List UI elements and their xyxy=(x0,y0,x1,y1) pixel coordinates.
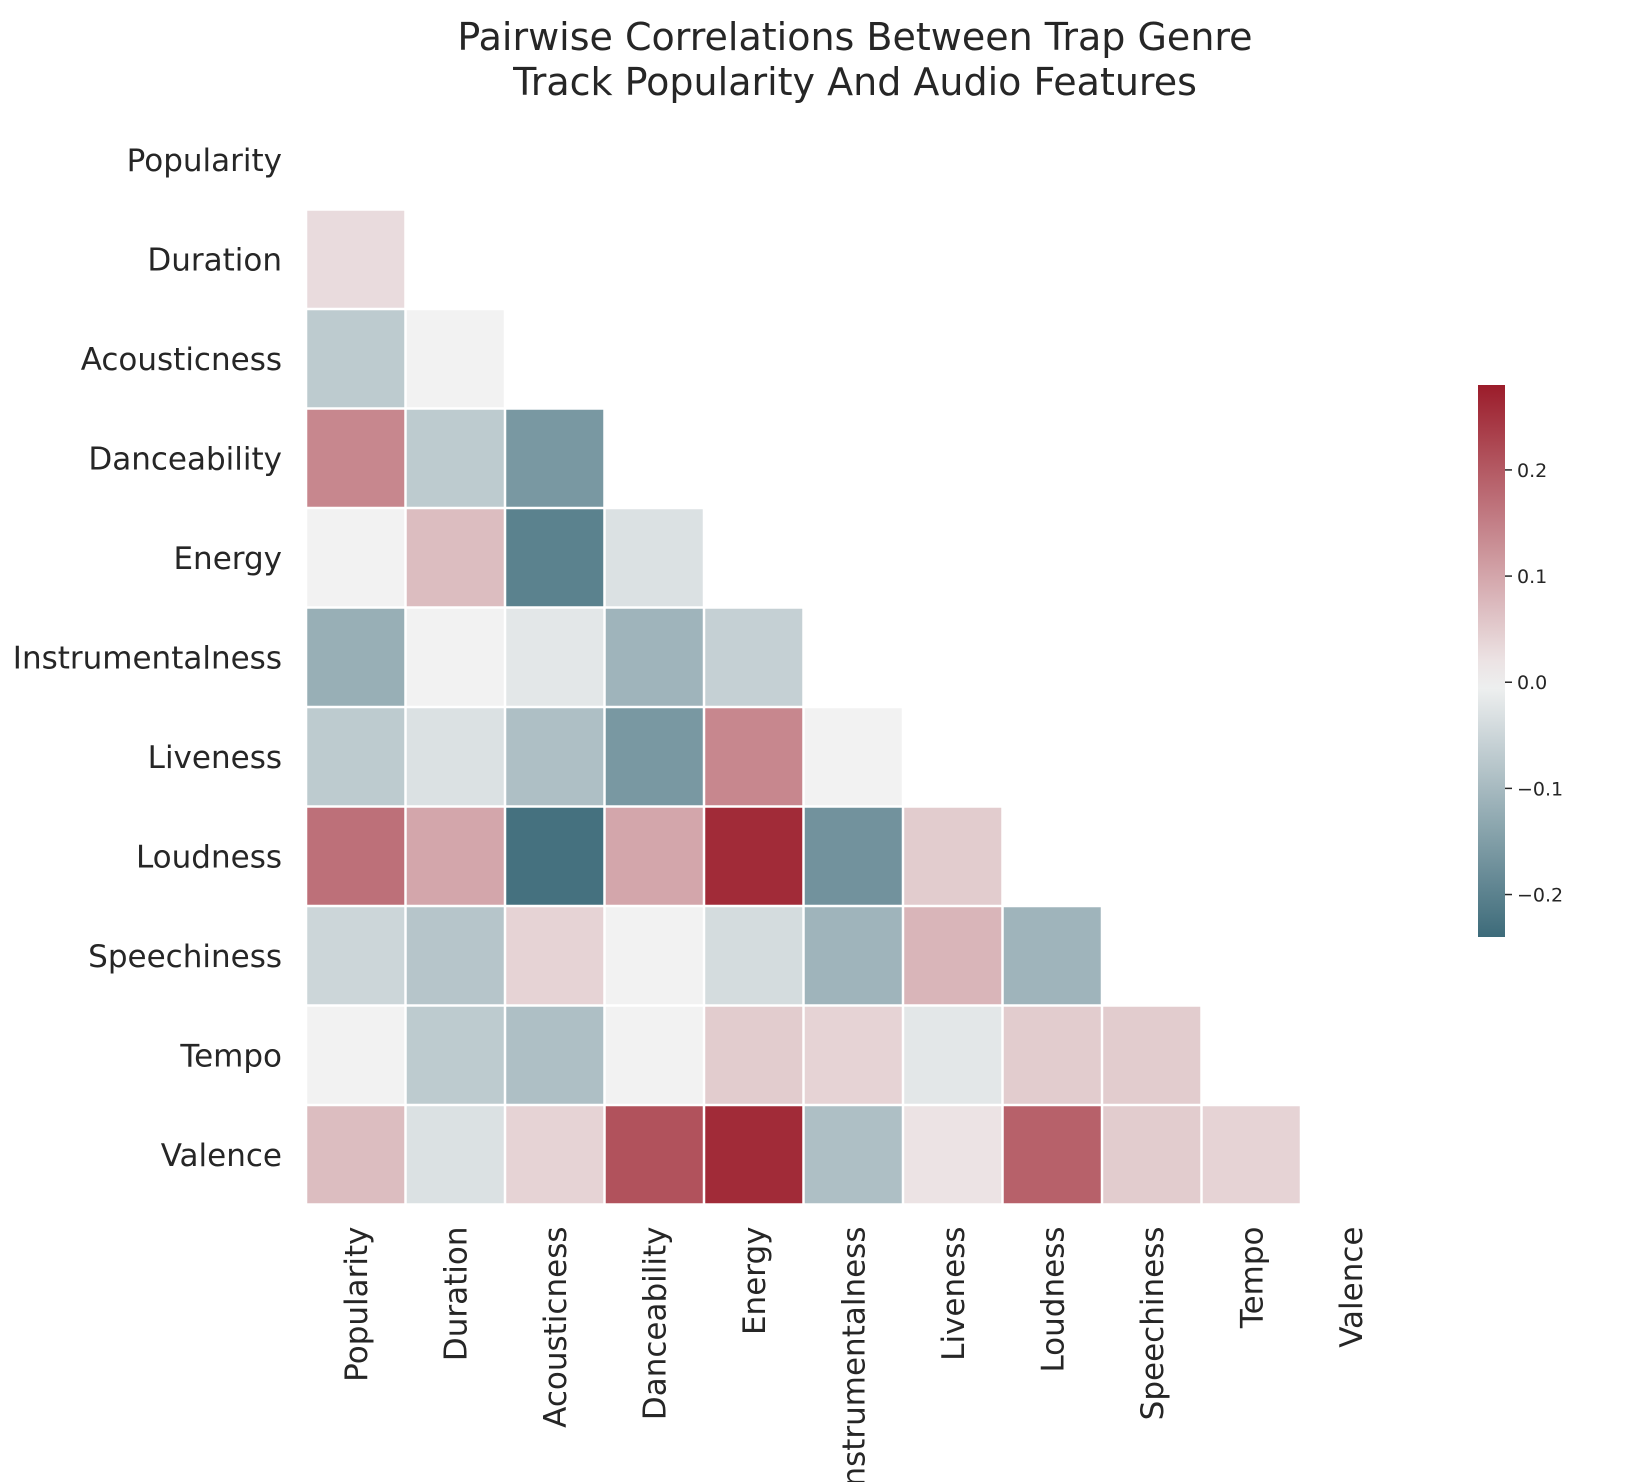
x-tick-labels: Popularity Duration Acousticness Danceabili… xyxy=(339,1227,1370,1482)
colorbar-tick-label: 0.1 xyxy=(1517,566,1547,588)
heatmap-cell-danceability-acousticness xyxy=(506,409,604,507)
heatmap-cell-valence-loudness xyxy=(1003,1106,1101,1204)
colorbar-tick-label: 0.2 xyxy=(1517,460,1547,482)
x-tick-label-speechiness: Speechiness xyxy=(1135,1227,1171,1421)
heatmap-cell-valence-energy xyxy=(705,1106,803,1204)
x-tick-label-loudness: Loudness xyxy=(1035,1227,1071,1373)
chart-title-line-1: Pairwise Correlations Between Trap Genre xyxy=(457,15,1252,59)
heatmap-cell-valence-tempo xyxy=(1202,1106,1300,1204)
heatmap-cell-valence-liveness xyxy=(904,1106,1002,1204)
heatmap-cell-instrumentalness-duration xyxy=(406,608,504,706)
heatmap-cell-tempo-danceability xyxy=(605,1006,703,1104)
heatmap-cell-speechiness-energy xyxy=(705,907,803,1005)
heatmap-cell-liveness-danceability xyxy=(605,708,703,806)
heatmap-cell-tempo-energy xyxy=(705,1006,803,1104)
heatmap-cell-speechiness-danceability xyxy=(605,907,703,1005)
heatmap-cell-tempo-popularity xyxy=(307,1006,405,1104)
heatmap-cell-instrumentalness-popularity xyxy=(307,608,405,706)
heatmap-cell-speechiness-acousticness xyxy=(506,907,604,1005)
x-tick-label-instrumentalness: Instrumentalness xyxy=(836,1227,872,1482)
heatmap-cell-liveness-popularity xyxy=(307,708,405,806)
x-tick-label-valence: Valence xyxy=(1334,1227,1370,1348)
heatmap-cell-tempo-duration xyxy=(406,1006,504,1104)
x-tick-label-acousticness: Acousticness xyxy=(538,1227,574,1428)
colorbar: −0.2 −0.1 0.0 0.1 0.2 xyxy=(1478,385,1563,937)
heatmap-cell-tempo-speechiness xyxy=(1103,1006,1201,1104)
heatmap-cell-danceability-popularity xyxy=(307,409,405,507)
y-tick-label-liveness: Liveness xyxy=(148,740,282,776)
y-tick-label-popularity: Popularity xyxy=(127,143,282,179)
y-tick-label-duration: Duration xyxy=(147,242,282,278)
heatmap-cell-loudness-danceability xyxy=(605,807,703,905)
colorbar-tick-label: −0.2 xyxy=(1517,885,1563,907)
heatmap-cell-acousticness-popularity xyxy=(307,310,405,408)
heatmap-cell-loudness-acousticness xyxy=(506,807,604,905)
heatmap-cell-danceability-duration xyxy=(406,409,504,507)
heatmap-cell-speechiness-duration xyxy=(406,907,504,1005)
heatmap-cell-tempo-instrumentalness xyxy=(804,1006,902,1104)
heatmap-cell-valence-instrumentalness xyxy=(804,1106,902,1204)
heatmap-cell-valence-acousticness xyxy=(506,1106,604,1204)
heatmap-cell-duration-popularity xyxy=(307,210,405,308)
heatmap-cell-tempo-acousticness xyxy=(506,1006,604,1104)
heatmap-cell-valence-speechiness xyxy=(1103,1106,1201,1204)
heatmap-cell-energy-popularity xyxy=(307,509,405,607)
y-tick-label-acousticness: Acousticness xyxy=(81,342,282,378)
y-tick-label-loudness: Loudness xyxy=(136,839,282,875)
heatmap-cell-liveness-duration xyxy=(406,708,504,806)
heatmap-cell-instrumentalness-energy xyxy=(705,608,803,706)
heatmap-cell-liveness-energy xyxy=(705,708,803,806)
heatmap-cell-tempo-loudness xyxy=(1003,1006,1101,1104)
heatmap-cell-loudness-instrumentalness xyxy=(804,807,902,905)
heatmap-cell-speechiness-instrumentalness xyxy=(804,907,902,1005)
colorbar-gradient xyxy=(1478,385,1505,937)
heatmap-cell-speechiness-popularity xyxy=(307,907,405,1005)
y-tick-label-danceability: Danceability xyxy=(88,441,282,477)
heatmap-cell-tempo-liveness xyxy=(904,1006,1002,1104)
colorbar-tick-label: −0.1 xyxy=(1517,778,1563,800)
heatmap-cell-liveness-acousticness xyxy=(506,708,604,806)
x-tick-label-tempo: Tempo xyxy=(1234,1227,1270,1330)
heatmap-cell-loudness-liveness xyxy=(904,807,1002,905)
y-tick-labels: Popularity Duration Acousticness Danceabili… xyxy=(13,143,282,1174)
chart-title-line-2: Track Popularity And Audio Features xyxy=(512,60,1197,104)
heatmap-cell-energy-acousticness xyxy=(506,509,604,607)
y-tick-label-tempo: Tempo xyxy=(179,1038,282,1074)
heatmap-cell-speechiness-loudness xyxy=(1003,907,1101,1005)
heatmap-cell-loudness-popularity xyxy=(307,807,405,905)
colorbar-tick-label: 0.0 xyxy=(1517,672,1547,694)
heatmap-cell-acousticness-duration xyxy=(406,310,504,408)
y-tick-label-instrumentalness: Instrumentalness xyxy=(13,640,282,676)
heatmap-cell-valence-duration xyxy=(406,1106,504,1204)
heatmap-cell-speechiness-liveness xyxy=(904,907,1002,1005)
colorbar-ticks: −0.2 −0.1 0.0 0.1 0.2 xyxy=(1505,460,1563,907)
x-tick-label-liveness: Liveness xyxy=(936,1227,972,1361)
heatmap-cell-instrumentalness-acousticness xyxy=(506,608,604,706)
x-tick-label-energy: Energy xyxy=(737,1227,773,1336)
heatmap-cell-loudness-duration xyxy=(406,807,504,905)
x-tick-label-danceability: Danceability xyxy=(637,1227,673,1421)
heatmap-cell-valence-popularity xyxy=(307,1106,405,1204)
heatmap-cell-energy-duration xyxy=(406,509,504,607)
y-tick-label-valence: Valence xyxy=(161,1138,282,1174)
heatmap-cell-loudness-energy xyxy=(705,807,803,905)
heatmap-cells xyxy=(307,210,1300,1204)
x-tick-label-duration: Duration xyxy=(438,1227,474,1362)
x-tick-label-popularity: Popularity xyxy=(339,1227,375,1382)
heatmap-cell-energy-danceability xyxy=(605,509,703,607)
heatmap-cell-valence-danceability xyxy=(605,1106,703,1204)
heatmap-cell-liveness-instrumentalness xyxy=(804,708,902,806)
y-tick-label-energy: Energy xyxy=(173,541,282,577)
heatmap-cell-instrumentalness-danceability xyxy=(605,608,703,706)
y-tick-label-speechiness: Speechiness xyxy=(88,939,282,975)
